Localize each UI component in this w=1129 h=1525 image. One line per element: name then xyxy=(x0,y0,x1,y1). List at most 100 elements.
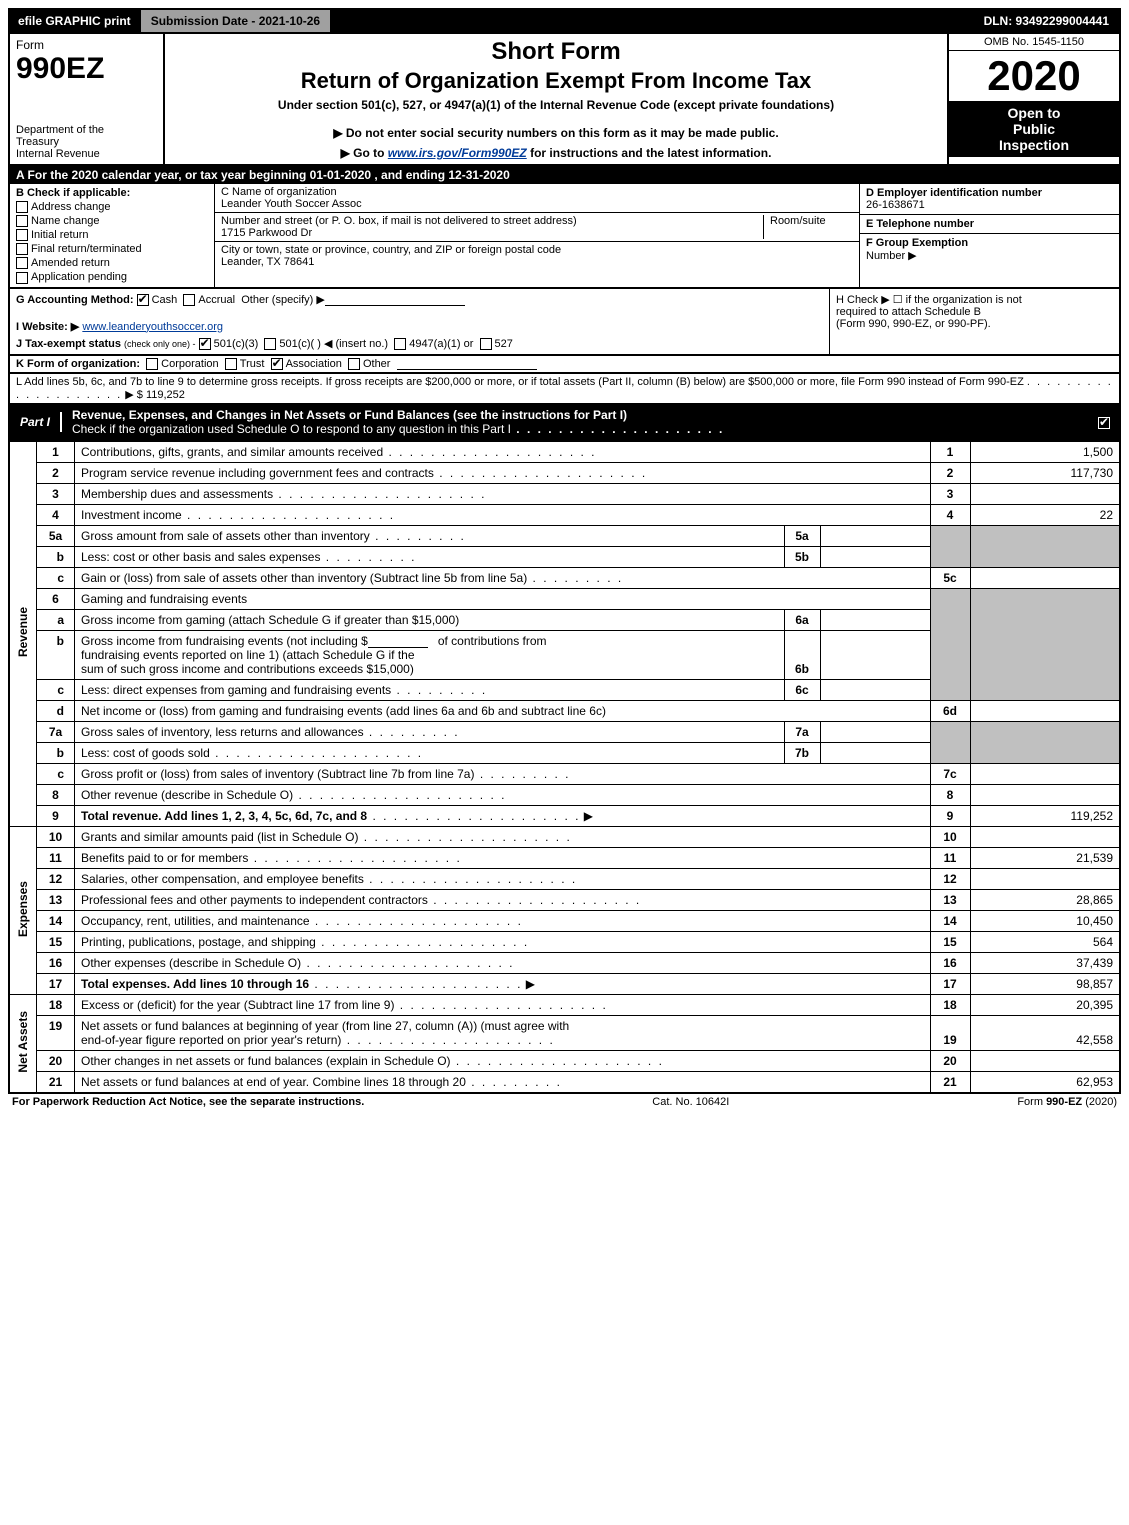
form-page: efile GRAPHIC print Submission Date - 20… xyxy=(0,0,1129,1118)
header-left: Form 990EZ Department of the Treasury In… xyxy=(10,34,165,164)
h-line1: H Check ▶ ☐ if the organization is not xyxy=(836,293,1113,306)
i-label: I Website: ▶ xyxy=(16,321,79,333)
col-b-checks: B Check if applicable: Address change Na… xyxy=(10,184,215,287)
title-ssn-warning: ▶ Do not enter social security numbers o… xyxy=(173,126,939,140)
l-text: L Add lines 5b, 6c, and 7b to line 9 to … xyxy=(16,376,1024,388)
check-schedule-o[interactable] xyxy=(1098,417,1110,429)
c-city-label: City or town, state or province, country… xyxy=(221,244,561,256)
check-name-change[interactable]: Name change xyxy=(16,215,208,227)
check-initial-return[interactable]: Initial return xyxy=(16,229,208,241)
revenue-side-label: Revenue xyxy=(16,607,30,657)
row-h: H Check ▶ ☐ if the organization is not r… xyxy=(829,289,1119,354)
line-4: 4 Investment income 4 22 xyxy=(9,504,1120,525)
check-association[interactable] xyxy=(271,358,283,370)
check-accrual[interactable] xyxy=(183,294,195,306)
check-address-change[interactable]: Address change xyxy=(16,201,208,213)
row-g: G Accounting Method: Cash Accrual Other … xyxy=(16,293,823,306)
line-17: 17 Total expenses. Add lines 10 through … xyxy=(9,973,1120,994)
row-k: K Form of organization: Corporation Trus… xyxy=(8,356,1121,374)
part1-title: Revenue, Expenses, and Changes in Net As… xyxy=(62,405,1092,439)
efile-print-button[interactable]: efile GRAPHIC print xyxy=(10,10,141,32)
line-1: Revenue 1 Contributions, gifts, grants, … xyxy=(9,441,1120,462)
line-5a: 5a Gross amount from sale of assets othe… xyxy=(9,525,1120,546)
dept-line3: Internal Revenue xyxy=(16,148,157,160)
line-19: 19 Net assets or fund balances at beginn… xyxy=(9,1015,1120,1050)
line-10: Expenses 10 Grants and similar amounts p… xyxy=(9,826,1120,847)
entity-block: B Check if applicable: Address change Na… xyxy=(8,184,1121,289)
website-link[interactable]: www.leanderyouthsoccer.org xyxy=(82,321,223,333)
title-section: Under section 501(c), 527, or 4947(a)(1)… xyxy=(173,98,939,112)
h-line3: (Form 990, 990-EZ, or 990-PF). xyxy=(836,318,1113,330)
other-org-line[interactable] xyxy=(397,358,537,370)
part1-table: Revenue 1 Contributions, gifts, grants, … xyxy=(8,441,1121,1094)
org-address: 1715 Parkwood Dr xyxy=(221,227,312,239)
department-label: Department of the Treasury Internal Reve… xyxy=(10,90,163,164)
row-i: I Website: ▶ www.leanderyouthsoccer.org xyxy=(16,320,823,333)
title-goto: ▶ Go to www.irs.gov/Form990EZ for instru… xyxy=(173,146,939,160)
check-501c[interactable] xyxy=(264,338,276,350)
submission-date: Submission Date - 2021-10-26 xyxy=(141,10,332,32)
org-city: Leander, TX 78641 xyxy=(221,256,314,268)
line-8: 8 Other revenue (describe in Schedule O)… xyxy=(9,784,1120,805)
row-l: L Add lines 5b, 6c, and 7b to line 9 to … xyxy=(8,374,1121,405)
omb-number: OMB No. 1545-1150 xyxy=(949,34,1119,51)
row-j: J Tax-exempt status (check only one) - 5… xyxy=(16,337,823,350)
title-return: Return of Organization Exempt From Incom… xyxy=(173,68,939,94)
line-14: 14 Occupancy, rent, utilities, and maint… xyxy=(9,910,1120,931)
line-16: 16 Other expenses (describe in Schedule … xyxy=(9,952,1120,973)
check-other-org[interactable] xyxy=(348,358,360,370)
part1-subtitle: Check if the organization used Schedule … xyxy=(72,422,511,436)
check-4947[interactable] xyxy=(394,338,406,350)
c-addr-label: Number and street (or P. O. box, if mail… xyxy=(221,215,577,227)
k-label: K Form of organization: xyxy=(16,358,140,370)
check-corporation[interactable] xyxy=(146,358,158,370)
inspect3: Inspection xyxy=(953,137,1115,153)
line-11: 11 Benefits paid to or for members 11 21… xyxy=(9,847,1120,868)
check-501c3[interactable] xyxy=(199,338,211,350)
check-cash[interactable] xyxy=(137,294,149,306)
line-6: 6 Gaming and fundraising events xyxy=(9,588,1120,609)
j-sub: (check only one) - xyxy=(124,339,196,349)
form-word: Form xyxy=(16,38,157,52)
form-code: 990EZ xyxy=(16,52,157,86)
expenses-side-label: Expenses xyxy=(16,881,30,937)
line-7a: 7a Gross sales of inventory, less return… xyxy=(9,721,1120,742)
g-label: G Accounting Method: xyxy=(16,294,134,306)
check-amended-return[interactable]: Amended return xyxy=(16,257,208,269)
other-method-line[interactable] xyxy=(325,294,465,306)
goto-post: for instructions and the latest informat… xyxy=(527,146,772,160)
goto-pre: ▶ Go to xyxy=(341,146,388,160)
l-value: 119,252 xyxy=(146,389,185,401)
c-name-label: C Name of organization xyxy=(221,186,337,198)
netassets-side-label: Net Assets xyxy=(16,1011,30,1073)
line-5c: c Gain or (loss) from sale of assets oth… xyxy=(9,567,1120,588)
check-application-pending[interactable]: Application pending xyxy=(16,271,208,283)
row-a-tax-year: A For the 2020 calendar year, or tax yea… xyxy=(8,166,1121,184)
line-2: 2 Program service revenue including gove… xyxy=(9,462,1120,483)
l-arrow: ▶ $ xyxy=(125,389,143,401)
line-9: 9 Total revenue. Add lines 1, 2, 3, 4, 5… xyxy=(9,805,1120,826)
line-20: 20 Other changes in net assets or fund b… xyxy=(9,1050,1120,1071)
page-footer: For Paperwork Reduction Act Notice, see … xyxy=(8,1094,1121,1110)
line-18: Net Assets 18 Excess or (deficit) for th… xyxy=(9,994,1120,1015)
check-527[interactable] xyxy=(480,338,492,350)
check-trust[interactable] xyxy=(225,358,237,370)
footer-left: For Paperwork Reduction Act Notice, see … xyxy=(12,1096,364,1108)
ein-value: 26-1638671 xyxy=(866,199,925,211)
part1-label: Part I xyxy=(10,412,62,432)
group-exemption-label: F Group Exemption xyxy=(866,237,968,249)
irs-link[interactable]: www.irs.gov/Form990EZ xyxy=(388,146,527,160)
org-name: Leander Youth Soccer Assoc xyxy=(221,198,362,210)
line-12: 12 Salaries, other compensation, and emp… xyxy=(9,868,1120,889)
topbar-fill xyxy=(332,10,973,32)
header-mid: Short Form Return of Organization Exempt… xyxy=(165,34,949,164)
accounting-website-block: G Accounting Method: Cash Accrual Other … xyxy=(8,289,1121,356)
inspect2: Public xyxy=(953,121,1115,137)
group-exemption-number-label: Number ▶ xyxy=(866,250,917,262)
check-final-return[interactable]: Final return/terminated xyxy=(16,243,208,255)
part1-header: Part I Revenue, Expenses, and Changes in… xyxy=(8,405,1121,441)
line-15: 15 Printing, publications, postage, and … xyxy=(9,931,1120,952)
title-short-form: Short Form xyxy=(173,38,939,66)
top-bar: efile GRAPHIC print Submission Date - 20… xyxy=(8,8,1121,34)
tel-label: E Telephone number xyxy=(866,218,974,230)
